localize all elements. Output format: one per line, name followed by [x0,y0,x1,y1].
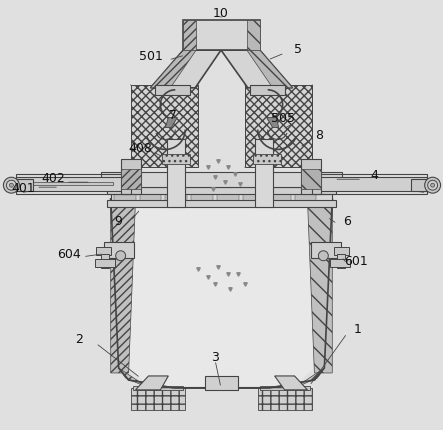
Text: 408: 408 [128,141,152,154]
Polygon shape [247,51,292,89]
Bar [253,155,280,165]
Bar [101,254,109,268]
Circle shape [6,181,16,191]
Bar [16,175,131,195]
Bar [101,173,342,188]
Bar [191,194,213,202]
Bar [334,247,349,255]
Bar [131,86,198,168]
Bar [132,386,183,390]
Bar [337,254,345,268]
Bar [217,194,239,202]
Text: 7: 7 [169,109,177,122]
Polygon shape [221,51,292,89]
Polygon shape [119,368,324,388]
Polygon shape [302,170,321,190]
Bar [245,86,312,168]
Bar [104,242,134,258]
Circle shape [116,251,126,261]
Bar [107,188,336,195]
Bar [23,183,113,186]
Bar [411,180,433,192]
Text: 10: 10 [213,7,229,20]
Polygon shape [111,200,332,388]
Polygon shape [165,118,177,128]
Bar [167,140,185,208]
Polygon shape [128,202,315,386]
Bar [260,386,311,390]
Bar [16,178,131,192]
Text: 2: 2 [75,332,83,345]
Text: 604: 604 [57,248,81,261]
Text: 402: 402 [41,171,65,184]
Circle shape [4,178,19,194]
Bar [131,388,185,410]
Bar [330,259,350,267]
Bar [258,388,312,410]
Bar [269,194,291,202]
Text: 5: 5 [294,43,302,55]
Polygon shape [111,200,136,373]
Bar [96,247,111,255]
Bar [312,178,427,192]
Circle shape [427,181,438,191]
Bar [255,140,273,208]
Polygon shape [267,118,279,128]
Polygon shape [205,376,238,390]
Text: 501: 501 [139,49,163,62]
Polygon shape [120,170,140,190]
Polygon shape [151,51,221,89]
Bar [107,201,336,208]
Bar [163,155,190,165]
Bar [111,193,332,203]
Polygon shape [247,21,260,51]
Bar [295,194,316,202]
Bar [302,160,321,195]
Text: 9: 9 [115,215,123,228]
Text: 8: 8 [315,129,323,142]
Bar [140,194,161,202]
Text: 1: 1 [353,322,361,335]
Bar [165,194,187,202]
Polygon shape [307,200,332,373]
Text: 505: 505 [271,112,295,125]
Text: 4: 4 [370,169,378,181]
Text: 401: 401 [12,181,35,194]
Bar [243,194,265,202]
Polygon shape [136,376,168,390]
Circle shape [9,184,13,188]
Bar [95,259,115,267]
Polygon shape [183,21,196,51]
Text: 3: 3 [211,350,219,363]
Bar [183,21,260,51]
Circle shape [425,178,441,194]
Circle shape [431,184,435,188]
Polygon shape [151,51,196,89]
Bar [155,86,190,95]
Bar [312,175,427,195]
Bar [120,160,140,195]
Bar [12,180,33,192]
Polygon shape [275,376,307,390]
Bar [311,242,341,258]
Text: 6: 6 [343,215,351,228]
Text: 601: 601 [344,255,368,267]
Bar [114,194,136,202]
Bar [250,86,284,95]
Circle shape [319,251,328,261]
